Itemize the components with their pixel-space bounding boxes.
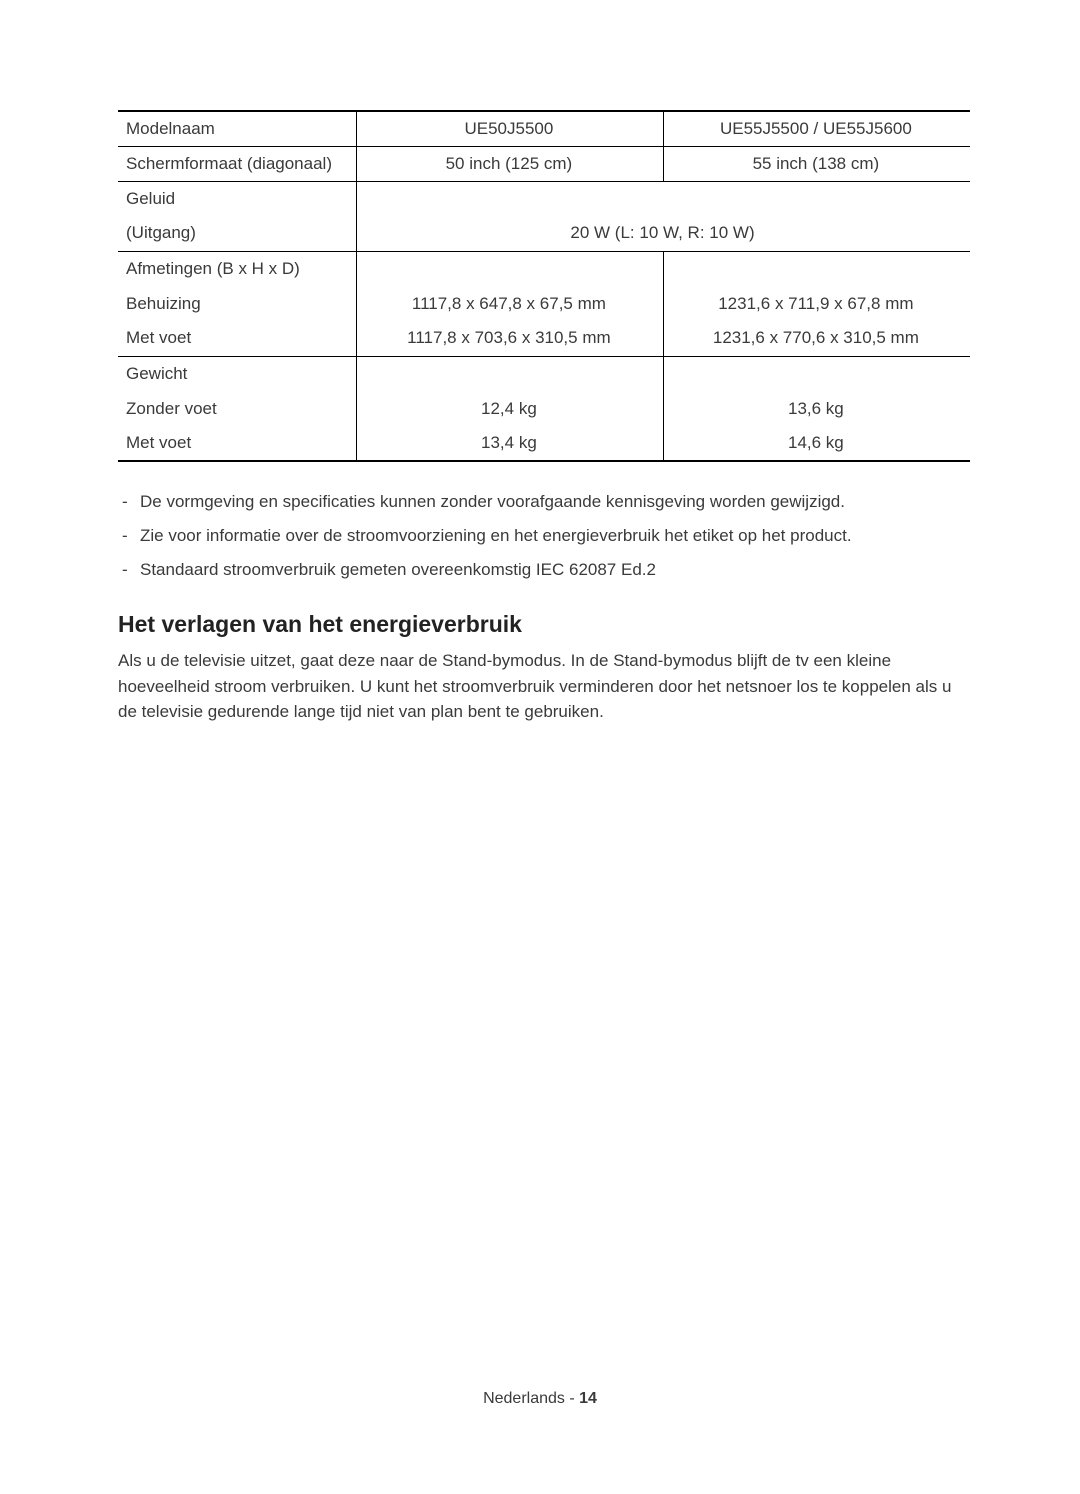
table-row: Geluid (118, 181, 970, 216)
list-item: Zie voor informatie over de stroomvoorzi… (118, 524, 970, 548)
notes-list: De vormgeving en specificaties kunnen zo… (118, 490, 970, 581)
footer-page-number: 14 (579, 1390, 597, 1407)
cell-label: Afmetingen (B x H x D) (118, 251, 357, 286)
cell-value: 20 W (L: 10 W, R: 10 W) (357, 216, 970, 251)
cell-label: Modelnaam (118, 111, 357, 146)
cell-label: Zonder voet (118, 391, 357, 426)
table-row: Modelnaam UE50J5500 UE55J5500 / UE55J560… (118, 111, 970, 146)
table-row: Met voet 13,4 kg 14,6 kg (118, 426, 970, 461)
page-footer: Nederlands - 14 (0, 1390, 1080, 1408)
cell-label: Schermformaat (diagonaal) (118, 146, 357, 181)
cell-label: Met voet (118, 321, 357, 356)
cell-value: 12,4 kg (357, 391, 664, 426)
cell-value: 1117,8 x 647,8 x 67,5 mm (357, 286, 664, 321)
cell-value: 1231,6 x 770,6 x 310,5 mm (663, 321, 970, 356)
table-row: Met voet 1117,8 x 703,6 x 310,5 mm 1231,… (118, 321, 970, 356)
table-row: Afmetingen (B x H x D) (118, 251, 970, 286)
list-item: Standaard stroomverbruik gemeten overeen… (118, 558, 970, 582)
cell-value: 50 inch (125 cm) (357, 146, 664, 181)
spec-table: Modelnaam UE50J5500 UE55J5500 / UE55J560… (118, 110, 970, 462)
cell-value: 1231,6 x 711,9 x 67,8 mm (663, 286, 970, 321)
table-row: (Uitgang) 20 W (L: 10 W, R: 10 W) (118, 216, 970, 251)
cell-empty (357, 356, 664, 391)
cell-label: Geluid (118, 181, 357, 216)
cell-empty (663, 251, 970, 286)
cell-empty (357, 251, 664, 286)
cell-value: 1117,8 x 703,6 x 310,5 mm (357, 321, 664, 356)
cell-empty (357, 181, 664, 216)
cell-value: 13,4 kg (357, 426, 664, 461)
table-row: Gewicht (118, 356, 970, 391)
table-row: Zonder voet 12,4 kg 13,6 kg (118, 391, 970, 426)
cell-label: Behuizing (118, 286, 357, 321)
list-item: De vormgeving en specificaties kunnen zo… (118, 490, 970, 514)
cell-value: UE55J5500 / UE55J5600 (663, 111, 970, 146)
cell-value: 55 inch (138 cm) (663, 146, 970, 181)
cell-label: Met voet (118, 426, 357, 461)
section-heading: Het verlagen van het energieverbruik (118, 611, 970, 638)
cell-empty (663, 181, 970, 216)
table-row: Behuizing 1117,8 x 647,8 x 67,5 mm 1231,… (118, 286, 970, 321)
cell-value: UE50J5500 (357, 111, 664, 146)
footer-language: Nederlands - (483, 1390, 579, 1407)
cell-value: 13,6 kg (663, 391, 970, 426)
cell-label: Gewicht (118, 356, 357, 391)
cell-value: 14,6 kg (663, 426, 970, 461)
table-row: Schermformaat (diagonaal) 50 inch (125 c… (118, 146, 970, 181)
section-body: Als u de televisie uitzet, gaat deze naa… (118, 648, 970, 725)
cell-empty (663, 356, 970, 391)
cell-label: (Uitgang) (118, 216, 357, 251)
